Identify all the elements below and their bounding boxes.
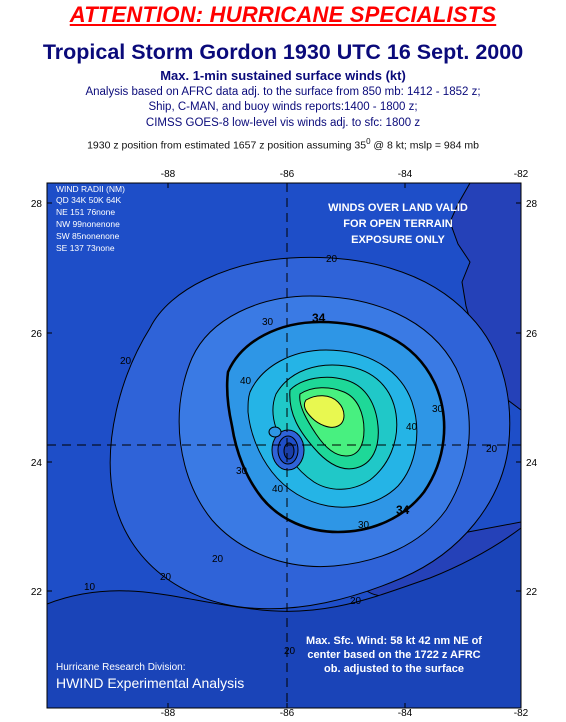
position-note: 1930 z position from estimated 1657 z po… <box>0 137 566 152</box>
contour-label: 20 <box>120 356 132 367</box>
wind-radii-row: NE 151 76none <box>56 207 115 217</box>
y-tick-label: 28 <box>526 199 538 210</box>
credit-division: Hurricane Research Division: <box>56 662 186 673</box>
x-tick-label: -86 <box>280 169 295 180</box>
contour-10kt <box>47 527 521 708</box>
position-note-degree: 0 <box>366 137 371 146</box>
product-subtitle: Max. 1-min sustained surface winds (kt) <box>160 68 406 83</box>
x-tick-labels-top: -88 -86 -84 -82 <box>161 169 529 180</box>
tick-marks <box>47 183 521 708</box>
y-tick-labels-left: 28 26 24 22 <box>31 199 43 598</box>
position-note-text-a: 1930 z position from estimated 1657 z po… <box>87 139 367 152</box>
y-tick-label: 24 <box>31 458 43 469</box>
land-note-line: WINDS OVER LAND VALID <box>328 202 468 214</box>
contour-label: 20 <box>326 254 338 265</box>
contour-label: 20 <box>284 646 296 657</box>
y-tick-label: 24 <box>526 458 538 469</box>
x-tick-label: -82 <box>514 708 529 717</box>
contour-label: 20 <box>160 572 172 583</box>
plot-area: 20 30 34 40 20 30 40 20 30 34 20 30 40 1… <box>47 183 521 708</box>
position-note-text-b: @ 8 kt; mslp = 984 mb <box>370 139 479 152</box>
plot-frame <box>46 182 522 709</box>
x-tick-label: -84 <box>398 169 413 180</box>
land-note-line: EXPOSURE ONLY <box>351 234 445 246</box>
contour-label: 34 <box>396 503 410 517</box>
max-wind-note: Max. Sfc. Wind: 58 kt 42 nm NE of center… <box>306 635 482 675</box>
attention-banner: ATTENTION: HURRICANE SPECIALISTS <box>69 2 497 27</box>
max-wind-line: center based on the 1722 z AFRC <box>307 649 480 661</box>
contour-max-wind <box>303 395 345 428</box>
land-note-line: FOR OPEN TERRAIN <box>343 218 452 230</box>
analysis-line-ship: Ship, C-MAN, and buoy winds reports:1400… <box>148 101 418 113</box>
wind-field-map: 20 30 34 40 20 30 40 20 30 34 20 30 40 1… <box>0 160 566 719</box>
y-tick-labels-right: 28 26 24 22 <box>526 199 538 598</box>
contour-label: 40 <box>406 422 418 433</box>
max-wind-line: ob. adjusted to the surface <box>324 663 464 675</box>
x-tick-labels-bottom: -88 -86 -84 -82 <box>161 708 529 719</box>
contour-label: 34 <box>312 311 326 325</box>
contour-label: 30 <box>262 317 274 328</box>
wind-radii-row: NW 99nonenone <box>56 219 120 229</box>
wind-radii-header: QD 34K 50K 64K <box>56 195 122 205</box>
contour-label: 30 <box>432 404 444 415</box>
center-lobe <box>268 426 282 438</box>
y-tick-label: 26 <box>31 329 43 340</box>
x-tick-label: -82 <box>514 169 529 180</box>
wind-radii-row: SE 137 73none <box>56 243 115 253</box>
analysis-line-goes: CIMSS GOES-8 low-level vis winds adj. to… <box>145 117 421 129</box>
contour-label: 30 <box>358 520 370 531</box>
storm-title: Tropical Storm Gordon 1930 UTC 16 Sept. … <box>42 40 524 64</box>
contour-label: 20 <box>350 596 362 607</box>
land-validity-note: WINDS OVER LAND VALID FOR OPEN TERRAIN E… <box>328 202 468 246</box>
y-tick-label: 22 <box>31 587 43 598</box>
x-tick-label: -88 <box>161 169 176 180</box>
analysis-line-afrc: Analysis based on AFRC data adj. to the … <box>85 86 481 98</box>
contour-label: 40 <box>272 484 284 495</box>
contour-labels: 20 30 34 40 20 30 40 20 30 34 20 30 40 1… <box>84 254 498 657</box>
contour-label: 20 <box>212 554 224 565</box>
y-tick-label: 28 <box>31 199 43 210</box>
contour-label: 10 <box>84 582 96 593</box>
contour-label: 30 <box>236 466 248 477</box>
wind-radii-title: WIND RADII (NM) <box>56 184 125 194</box>
credit-hwind: HWIND Experimental Analysis <box>56 675 244 691</box>
max-wind-line: Max. Sfc. Wind: 58 kt 42 nm NE of <box>306 635 482 647</box>
x-tick-label: -88 <box>161 708 176 717</box>
wind-field-svg: 20 30 34 40 20 30 40 20 30 34 20 30 40 1… <box>31 169 538 719</box>
wind-radii-row: SW 85nonenone <box>56 231 120 241</box>
contour-label: 40 <box>240 376 252 387</box>
contour-label: 20 <box>486 444 498 455</box>
y-tick-label: 22 <box>526 587 538 598</box>
wind-radii-table: WIND RADII (NM) QD 34K 50K 64K NE 151 76… <box>56 184 125 253</box>
x-tick-label: -86 <box>280 708 295 717</box>
y-tick-label: 26 <box>526 329 538 340</box>
x-tick-label: -84 <box>398 708 413 717</box>
